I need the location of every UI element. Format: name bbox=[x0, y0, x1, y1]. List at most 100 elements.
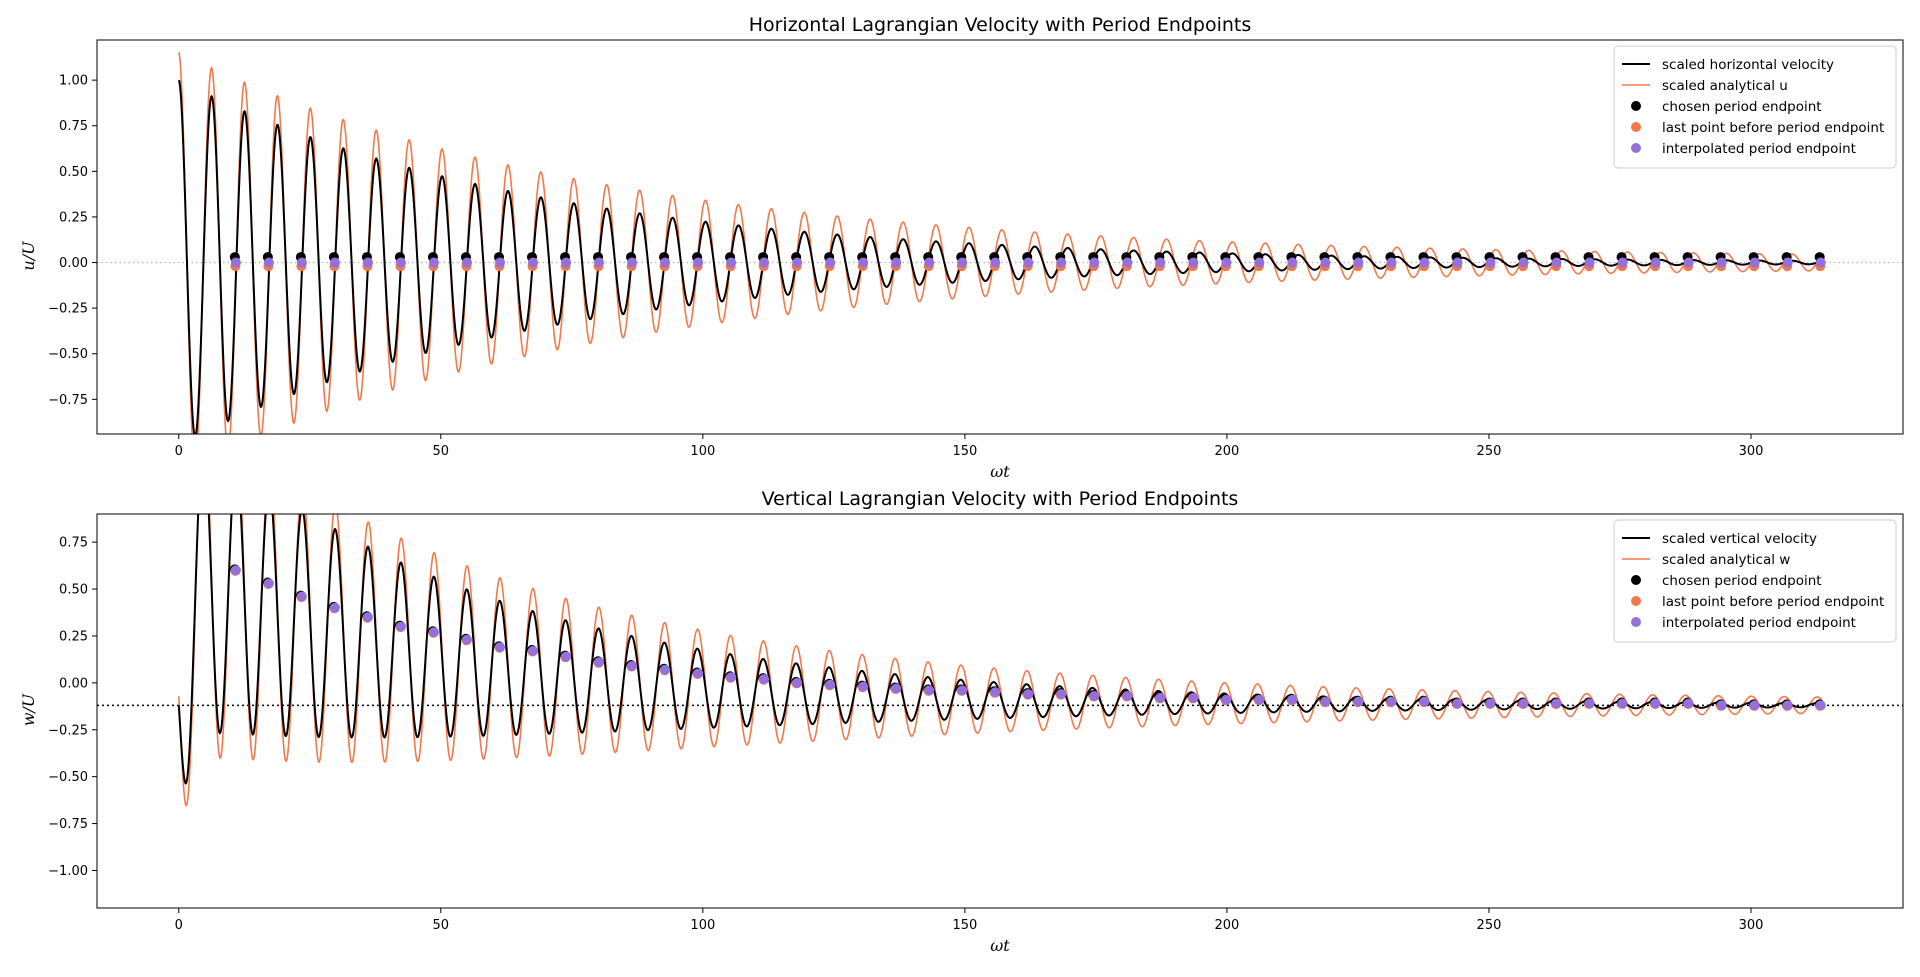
interpolated-endpoint-point bbox=[296, 257, 307, 268]
interpolated-endpoint-point bbox=[1749, 700, 1760, 711]
y-tick-label: −0.50 bbox=[48, 347, 88, 362]
interpolated-endpoint-point bbox=[759, 257, 770, 268]
interpolated-endpoint-point bbox=[1353, 696, 1364, 707]
interpolated-endpoint-point bbox=[462, 634, 473, 645]
series-measured bbox=[177, 514, 1823, 785]
y-tick-label: 0.25 bbox=[59, 629, 88, 644]
y-tick-label: 0.00 bbox=[59, 676, 88, 691]
interpolated-endpoint-point bbox=[1485, 698, 1496, 709]
interpolated-endpoint-point bbox=[1551, 698, 1562, 709]
interpolated-endpoint-point bbox=[1782, 257, 1793, 268]
interpolated-endpoint-point bbox=[1056, 689, 1067, 700]
interpolated-endpoint-point bbox=[395, 621, 406, 632]
interpolated-endpoint-point bbox=[528, 257, 539, 268]
interpolated-endpoint-point bbox=[891, 257, 902, 268]
interpolated-endpoint-point bbox=[1683, 698, 1694, 709]
interpolated-endpoint-point bbox=[1518, 257, 1529, 268]
y-axis-ticks: −1.00 −0.75 −0.50 −0.25 0.00 0.25 0.50 0.75 bbox=[48, 536, 97, 879]
y-axis-label: u/U bbox=[19, 241, 38, 271]
interpolated-endpoint-point bbox=[759, 674, 770, 685]
legend: scaled horizontal velocity scaled analyti… bbox=[1613, 45, 1897, 169]
series-measured bbox=[177, 79, 1822, 434]
interpolated-endpoint-point bbox=[1122, 690, 1133, 701]
interpolated-endpoint-point bbox=[1023, 689, 1034, 700]
interpolated-endpoint-point bbox=[1287, 257, 1298, 268]
interpolated-endpoint-point bbox=[263, 257, 274, 268]
interpolated-endpoint-point bbox=[296, 591, 307, 602]
interpolated-endpoint-point bbox=[428, 627, 439, 638]
axes-frame bbox=[96, 513, 1904, 909]
plot-area bbox=[96, 513, 1904, 909]
interpolated-endpoint-point bbox=[1287, 694, 1298, 705]
x-tick-label: 0 bbox=[175, 918, 183, 933]
interpolated-endpoint-point bbox=[792, 677, 803, 688]
interpolated-endpoint-point bbox=[1419, 257, 1430, 268]
interpolated-endpoint-point bbox=[495, 257, 506, 268]
interpolated-endpoint-point bbox=[660, 664, 671, 675]
interpolated-endpoint-point bbox=[693, 257, 704, 268]
x-tick-label: 250 bbox=[1477, 918, 1502, 933]
interpolated-endpoint-point bbox=[230, 257, 241, 268]
legend-swatch bbox=[1631, 101, 1641, 111]
interpolated-endpoint-point bbox=[362, 612, 373, 623]
y-tick-label: 0.00 bbox=[59, 256, 88, 271]
interpolated-endpoint-point bbox=[230, 565, 241, 576]
interpolated-endpoint-point bbox=[660, 257, 671, 268]
interpolated-endpoint-point bbox=[1089, 257, 1100, 268]
y-tick-label: −0.75 bbox=[48, 817, 88, 832]
interpolated-endpoint-point bbox=[1122, 257, 1133, 268]
interpolated-endpoint-point bbox=[1683, 257, 1694, 268]
interpolated-endpoint-point bbox=[594, 657, 605, 668]
interpolated-endpoint-point bbox=[1584, 257, 1595, 268]
y-axis-label: w/U bbox=[19, 693, 38, 726]
x-tick-label: 150 bbox=[952, 444, 977, 459]
interpolated-endpoint-point bbox=[1320, 257, 1331, 268]
interpolated-endpoint-point bbox=[1386, 696, 1397, 707]
interpolated-endpoint-point bbox=[1782, 700, 1793, 711]
interpolated-endpoint-point bbox=[1089, 690, 1100, 701]
interpolated-endpoint-point bbox=[462, 257, 473, 268]
legend-entry-label: scaled horizontal velocity bbox=[1662, 57, 1834, 73]
interpolated-endpoint-point bbox=[1617, 257, 1628, 268]
axes-frame bbox=[96, 39, 1904, 435]
interpolated-endpoint-point bbox=[891, 683, 902, 694]
interpolated-endpoint-point bbox=[924, 685, 935, 696]
plot-area bbox=[96, 39, 1904, 435]
x-tick-label: 100 bbox=[690, 918, 715, 933]
legend-entry-label: last point before period endpoint bbox=[1662, 120, 1884, 136]
interpolated-endpoint-point bbox=[1386, 257, 1397, 268]
legend-entry-label: scaled analytical u bbox=[1662, 78, 1788, 94]
x-axis-label: ωt bbox=[990, 462, 1010, 481]
x-tick-label: 300 bbox=[1739, 918, 1764, 933]
interpolated-endpoint-point bbox=[957, 685, 968, 696]
interpolated-endpoint-point bbox=[1419, 696, 1430, 707]
vertical-velocity-panel: Vertical Lagrangian Velocity with Period… bbox=[19, 488, 1904, 955]
legend-swatch bbox=[1631, 122, 1641, 132]
x-axis-ticks: 0 50 100 150 200 250 300 bbox=[175, 908, 1764, 933]
interpolated-endpoint-point bbox=[561, 651, 572, 662]
interpolated-endpoint-point bbox=[495, 642, 506, 653]
y-tick-label: 1.00 bbox=[59, 74, 88, 89]
series-analytical bbox=[177, 514, 1823, 807]
interpolated-endpoint-point bbox=[858, 257, 869, 268]
interpolated-endpoint-point bbox=[1188, 257, 1199, 268]
legend-entry-label: scaled vertical velocity bbox=[1662, 531, 1817, 547]
x-tick-label: 50 bbox=[433, 444, 450, 459]
horizontal-velocity-panel: Horizontal Lagrangian Velocity with Peri… bbox=[19, 14, 1904, 481]
interpolated-endpoint-point bbox=[1221, 694, 1232, 705]
x-tick-label: 200 bbox=[1215, 918, 1240, 933]
x-tick-label: 300 bbox=[1739, 444, 1764, 459]
interpolated-endpoint-point bbox=[858, 681, 869, 692]
interpolated-endpoint-point bbox=[924, 257, 935, 268]
interpolated-endpoint-point bbox=[825, 679, 836, 690]
interpolated-endpoint-point bbox=[1056, 257, 1067, 268]
interpolated-endpoint-point bbox=[1221, 257, 1232, 268]
legend-entry-label: chosen period endpoint bbox=[1662, 573, 1822, 589]
legend-entry-label: scaled analytical w bbox=[1662, 552, 1790, 568]
x-tick-label: 200 bbox=[1215, 444, 1240, 459]
legend-entry-label: last point before period endpoint bbox=[1662, 594, 1884, 610]
x-tick-label: 150 bbox=[952, 918, 977, 933]
interpolated-endpoint-point bbox=[1716, 257, 1727, 268]
legend-swatch bbox=[1631, 617, 1641, 627]
